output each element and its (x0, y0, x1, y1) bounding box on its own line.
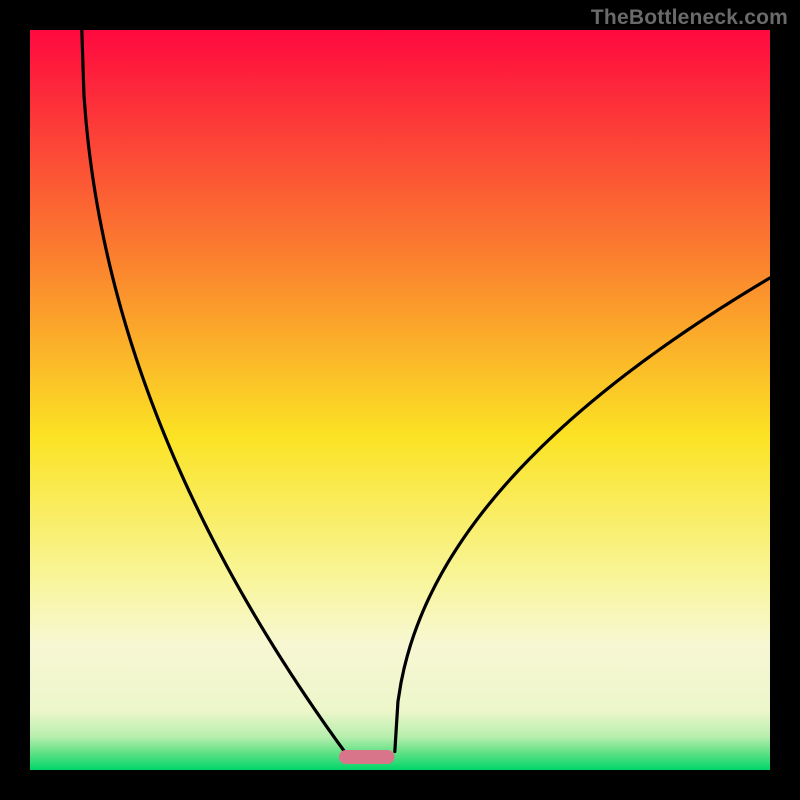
watermark-text: TheBottleneck.com (591, 6, 788, 30)
sweet-spot-marker (339, 750, 395, 764)
chart-container: TheBottleneck.com (0, 0, 800, 800)
bottleneck-chart (0, 0, 800, 800)
plot-area (30, 30, 770, 770)
